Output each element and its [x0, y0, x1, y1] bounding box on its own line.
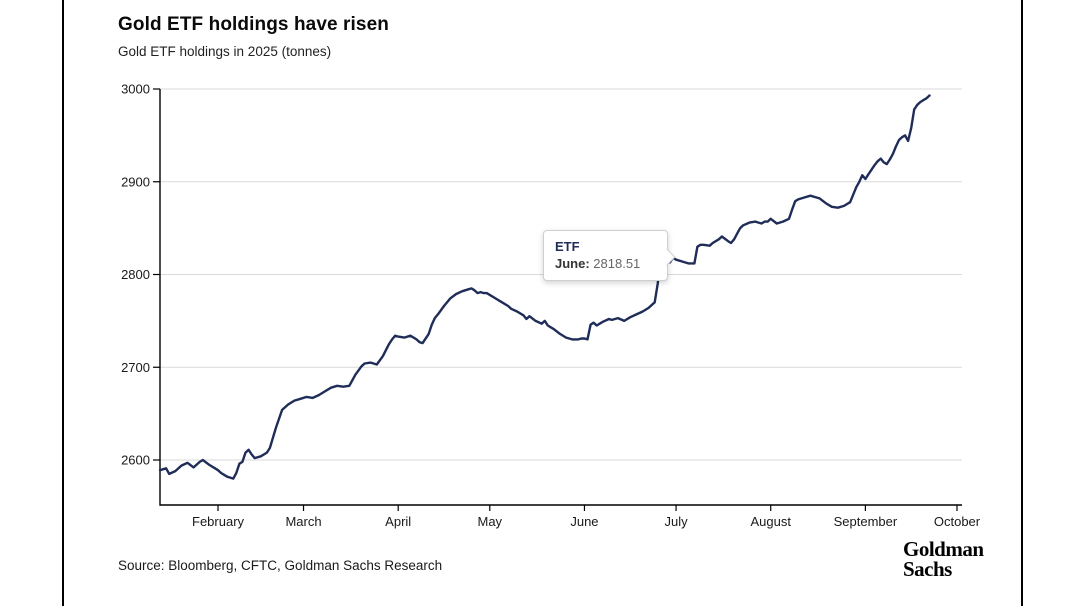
y-axis-label: 2900	[121, 174, 150, 189]
chart-tooltip: ETF June: 2818.51	[543, 230, 676, 281]
tooltip-series-label: ETF	[555, 239, 580, 254]
axes	[159, 89, 962, 506]
x-axis-label: March	[285, 514, 321, 529]
x-axis-label: April	[385, 514, 411, 529]
logo-line-1: Goldman	[903, 537, 984, 561]
logo-line-2: Sachs	[903, 557, 952, 581]
etf-data-line[interactable]	[158, 94, 931, 480]
x-axis-label: September	[834, 514, 898, 529]
y-axis-label: 2800	[121, 267, 150, 282]
page-title: Gold ETF holdings have risen	[118, 14, 389, 35]
y-axis-label: 3000	[121, 82, 150, 97]
x-axis-label: July	[665, 514, 689, 529]
tooltip-value-row: June: 2818.51	[555, 255, 657, 272]
tooltip-value: 2818.51	[593, 256, 641, 271]
left-frame-border	[62, 0, 64, 606]
goldman-sachs-logo: Goldman Sachs	[903, 537, 984, 581]
y-axis-label: 2700	[121, 360, 150, 375]
x-axis-label: May	[478, 514, 503, 529]
right-frame-border	[1021, 0, 1023, 606]
tooltip-month-label: June:	[555, 256, 590, 271]
page-subtitle: Gold ETF holdings in 2025 (tonnes)	[118, 44, 332, 59]
x-axis-label: February	[192, 514, 245, 529]
x-axis-label: August	[750, 514, 791, 529]
x-axis-label: June	[570, 514, 598, 529]
source-note: Source: Bloomberg, CFTC, Goldman Sachs R…	[118, 558, 443, 573]
y-axis-label: 2600	[121, 453, 150, 468]
x-axis-label: October	[934, 514, 981, 529]
